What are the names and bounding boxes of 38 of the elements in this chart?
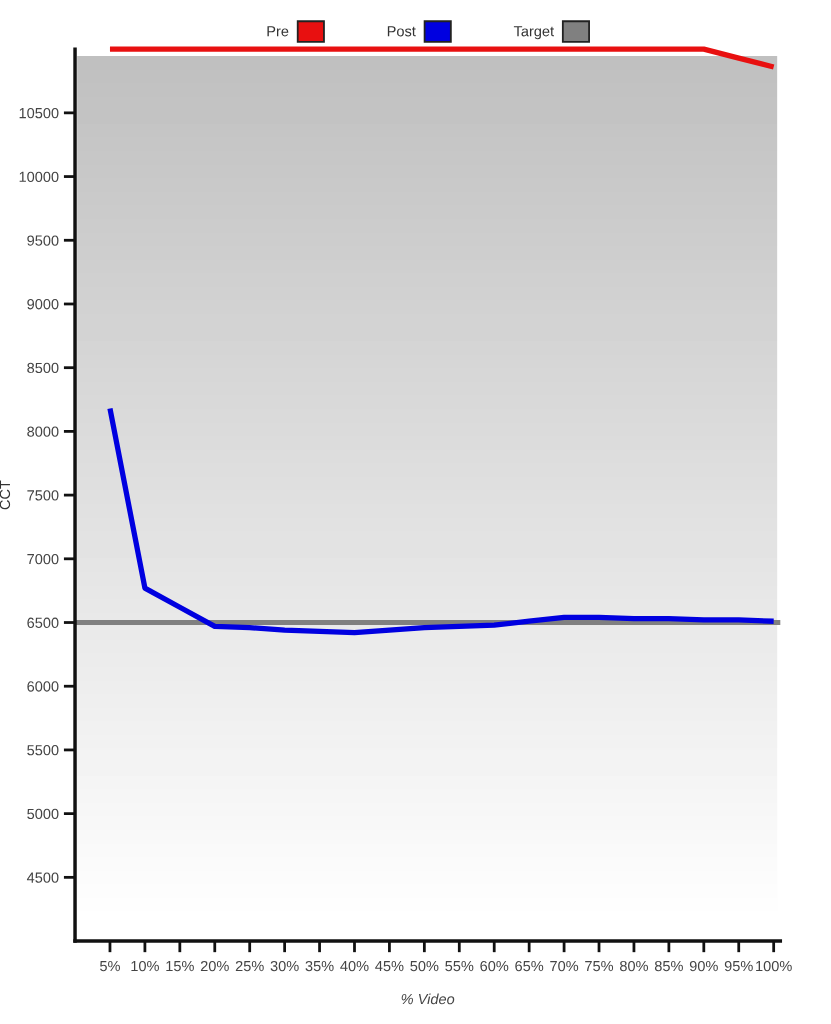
x-tick-label: 30%: [270, 960, 299, 972]
legend-label: Target: [513, 26, 554, 40]
x-tick-label: 90%: [689, 960, 718, 972]
x-tick-label: 70%: [550, 960, 579, 972]
y-tick-label: 10000: [19, 171, 59, 182]
x-tick-label: 75%: [585, 960, 614, 972]
x-tick-label: 45%: [375, 960, 404, 972]
y-tick-label: 8500: [27, 362, 59, 374]
y-tick-label: 9000: [27, 299, 59, 310]
legend-label: Post: [387, 26, 416, 37]
x-tick-label: 15%: [166, 960, 194, 972]
y-axis-title: CCT: [0, 480, 11, 510]
x-tick-label: 55%: [445, 960, 474, 972]
legend-label: Pre: [267, 26, 289, 37]
y-tick-label: 9500: [27, 235, 59, 246]
y-tick-label: 6000: [27, 681, 59, 692]
x-tick-label: 35%: [305, 960, 334, 972]
x-tick-label: 50%: [410, 960, 439, 972]
x-tick-label: 80%: [619, 960, 649, 972]
x-tick-label: 65%: [515, 960, 544, 972]
y-tick-label: 4500: [26, 872, 59, 883]
y-tick-label: 5500: [27, 745, 59, 756]
x-tick-label: 25%: [235, 960, 264, 972]
x-tick-label: 95%: [724, 960, 753, 972]
x-tick-label: 5%: [100, 960, 120, 972]
x-tick-label: 100%: [756, 960, 792, 972]
x-tick-label: 20%: [200, 960, 229, 972]
x-tick-label: 40%: [340, 960, 369, 972]
y-tick-label: 5000: [27, 808, 59, 820]
y-tick-label: 6500: [27, 617, 59, 628]
x-axis-title: % Video: [401, 993, 455, 1005]
x-tick-label: 60%: [480, 960, 509, 972]
x-tick-label: 10%: [131, 960, 159, 972]
y-tick-label: 7000: [27, 553, 59, 565]
x-tick-label: 85%: [654, 960, 683, 972]
y-tick-label: 8000: [27, 426, 59, 437]
y-tick-label: 7500: [27, 490, 59, 501]
y-tick-label: 10500: [19, 107, 59, 119]
